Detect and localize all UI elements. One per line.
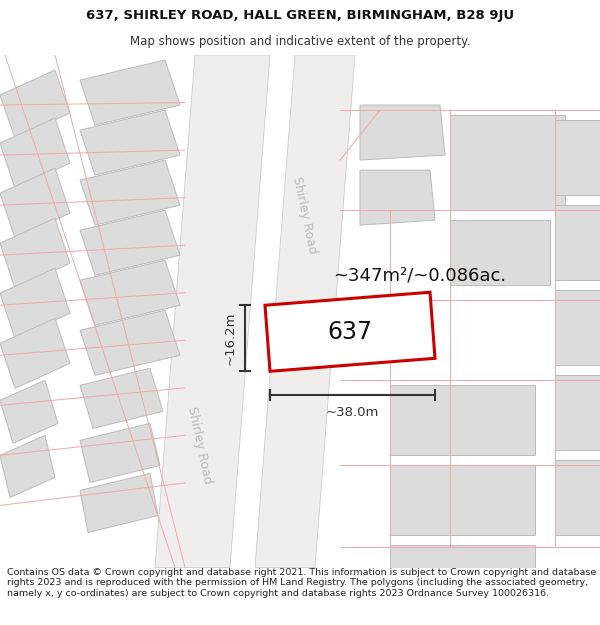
Polygon shape: [390, 466, 535, 536]
Polygon shape: [450, 220, 550, 285]
Polygon shape: [0, 436, 55, 498]
Polygon shape: [555, 120, 600, 195]
Polygon shape: [80, 210, 180, 275]
Text: Map shows position and indicative extent of the property.: Map shows position and indicative extent…: [130, 35, 470, 48]
Polygon shape: [0, 168, 70, 238]
Polygon shape: [80, 423, 160, 483]
Text: Contains OS data © Crown copyright and database right 2021. This information is : Contains OS data © Crown copyright and d…: [7, 568, 596, 598]
Polygon shape: [0, 318, 70, 388]
Polygon shape: [390, 386, 535, 456]
Polygon shape: [390, 546, 535, 568]
Text: ~16.2m: ~16.2m: [223, 311, 236, 365]
Polygon shape: [80, 310, 180, 375]
Polygon shape: [0, 118, 70, 188]
Polygon shape: [360, 170, 435, 225]
Text: Shirley Road: Shirley Road: [290, 175, 320, 255]
Polygon shape: [80, 60, 180, 125]
Polygon shape: [265, 292, 435, 371]
Text: ~38.0m: ~38.0m: [326, 406, 379, 419]
Polygon shape: [0, 70, 70, 138]
Polygon shape: [80, 110, 180, 175]
Polygon shape: [555, 375, 600, 451]
Text: 637: 637: [328, 320, 373, 344]
Polygon shape: [555, 290, 600, 365]
Text: 637, SHIRLEY ROAD, HALL GREEN, BIRMINGHAM, B28 9JU: 637, SHIRLEY ROAD, HALL GREEN, BIRMINGHA…: [86, 9, 514, 22]
Polygon shape: [155, 55, 270, 568]
Polygon shape: [80, 368, 163, 428]
Polygon shape: [0, 381, 58, 443]
Text: Shirley Road: Shirley Road: [185, 406, 215, 485]
Polygon shape: [0, 218, 70, 288]
Polygon shape: [80, 473, 158, 532]
Polygon shape: [255, 55, 355, 568]
Polygon shape: [80, 160, 180, 225]
Polygon shape: [555, 205, 600, 280]
Polygon shape: [80, 260, 180, 325]
Text: ~347m²/~0.086ac.: ~347m²/~0.086ac.: [334, 266, 506, 284]
Polygon shape: [555, 461, 600, 536]
Polygon shape: [360, 105, 445, 160]
Polygon shape: [0, 268, 70, 338]
Polygon shape: [570, 120, 600, 185]
Polygon shape: [450, 115, 565, 210]
